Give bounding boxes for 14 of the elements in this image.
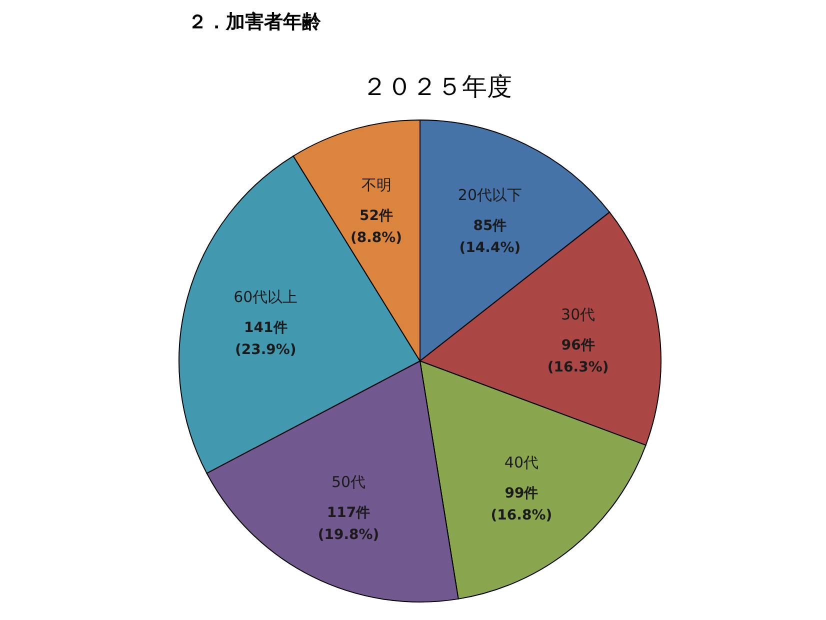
- slice-label: 30代: [561, 305, 596, 324]
- slice-label: 不明: [361, 176, 392, 194]
- slice-label: 40代: [504, 454, 539, 472]
- data-label: 117件 (19.8%): [318, 505, 380, 544]
- chart-subtitle: ２０２５年度: [362, 72, 512, 101]
- data-label: 141件 (23.9%): [234, 320, 296, 358]
- data-label: 96件 (16.3%): [547, 337, 609, 376]
- slice-label: 60代以上: [234, 288, 298, 306]
- chart-title: ２．加害者年齢: [188, 11, 322, 33]
- slice-label: 20代以下: [458, 186, 522, 204]
- data-label: 99件 (16.8%): [490, 486, 552, 524]
- data-label: 52件 (8.8%): [350, 208, 402, 246]
- slice-label: 50代: [331, 473, 366, 492]
- data-label: 85件 (14.4%): [459, 218, 521, 256]
